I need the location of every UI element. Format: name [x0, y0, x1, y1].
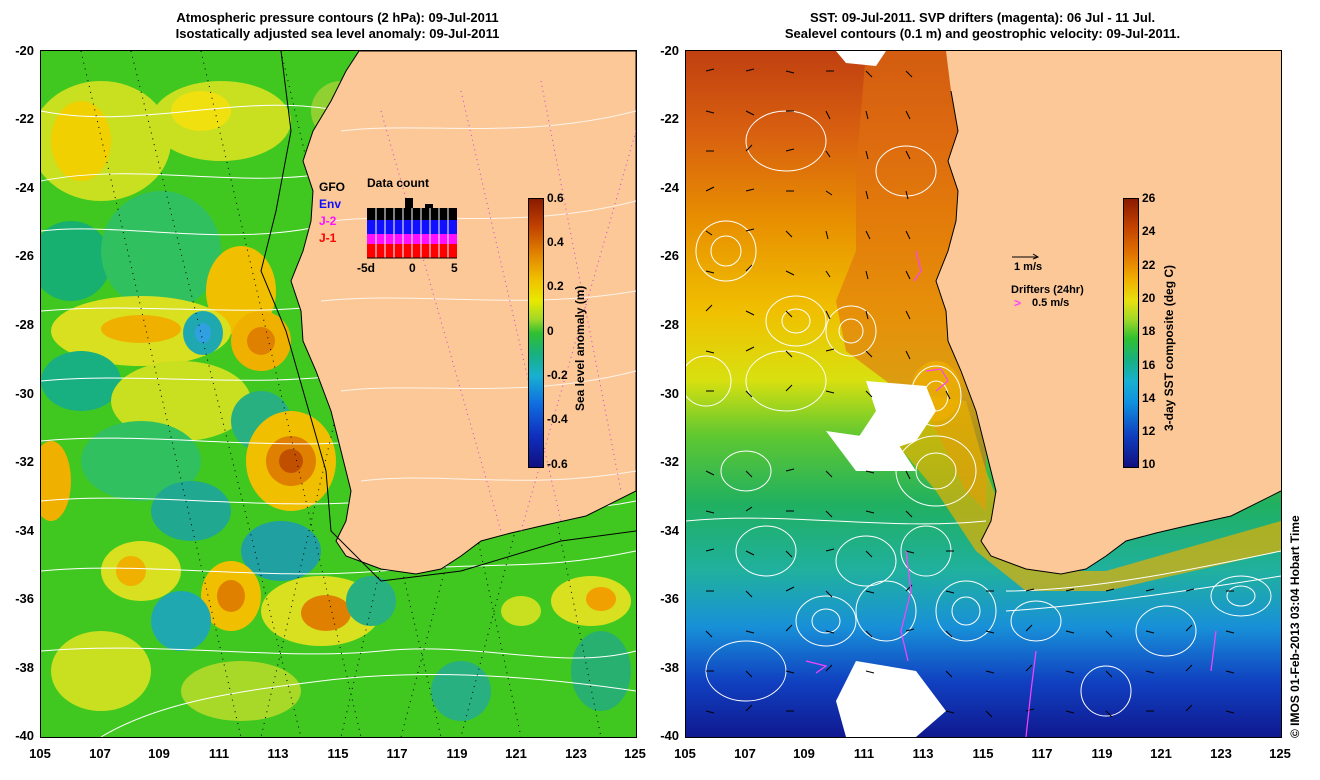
sst-colorbar-label-6: 14: [1142, 391, 1156, 405]
cloud-gaps: [826, 51, 1281, 737]
right-x-tick-2: 109: [793, 746, 815, 761]
sea-level-anomaly-map[interactable]: Data count GFO Env J-2 J-1 -5d 0 5 0.6 0: [40, 50, 637, 738]
geostrophic-velocity-arrows: [705, 68, 1235, 718]
data-count-xlabel-zero: 0: [409, 261, 416, 275]
data-count-series-j1: J-1: [319, 231, 337, 245]
right-y-tick-9: -38: [660, 660, 679, 675]
left-y-tick-10: -40: [15, 728, 34, 743]
data-count-xlabel-end: 5: [451, 261, 458, 275]
sla-colorbar-title: Sea level anomaly (m): [573, 285, 587, 411]
right-x-tick-4: 113: [912, 746, 934, 761]
drifter-legend-title: Drifters (24hr): [1011, 284, 1084, 296]
sla-colorbar-label-3: 0: [547, 324, 554, 338]
data-count-xlabel-start: -5d: [357, 261, 375, 275]
left-x-tick-9: 123: [565, 746, 587, 761]
data-count-title: Data count: [367, 176, 430, 190]
right-y-tick-1: -22: [660, 111, 679, 126]
left-title-line2: Isostatically adjusted sea level anomaly…: [175, 26, 500, 41]
sst-colorbar-label-3: 20: [1142, 291, 1156, 305]
left-y-tick-8: -36: [15, 591, 34, 606]
right-y-tick-4: -28: [660, 317, 679, 332]
data-count-series-gfo: GFO: [319, 180, 345, 194]
left-x-tick-6: 117: [386, 746, 408, 761]
sla-colorbar: [528, 198, 544, 468]
left-y-tick-5: -30: [15, 386, 34, 401]
right-x-tick-5: 115: [972, 746, 994, 761]
left-y-tick-3: -26: [15, 248, 34, 263]
sst-colorbar-label-7: 12: [1142, 424, 1156, 438]
data-count-series-env: Env: [319, 197, 342, 211]
left-y-tick-4: -28: [15, 317, 34, 332]
sla-colorbar-label-1: 0.4: [547, 235, 564, 249]
australia-landmass-sst: [936, 51, 1281, 574]
drifter-legend-arrow: >: [1014, 296, 1022, 310]
left-y-tick-7: -34: [15, 523, 34, 538]
right-x-tick-6: 117: [1031, 746, 1053, 761]
velocity-legend-arrow: [1012, 253, 1040, 260]
sla-colorbar-label-0: 0.6: [547, 191, 564, 205]
sst-colorbar-label-8: 10: [1142, 457, 1156, 471]
sst-colorbar-label-5: 16: [1142, 358, 1156, 372]
left-y-tick-2: -24: [15, 180, 34, 195]
drifter-legend-value: 0.5 m/s: [1032, 297, 1070, 309]
left-y-tick-1: -22: [15, 111, 34, 126]
sst-colorbar-label-2: 22: [1142, 258, 1156, 272]
sst-colorbar-label-1: 24: [1142, 224, 1156, 238]
sst-colorbar-title: 3-day SST composite (deg C): [1162, 264, 1176, 431]
left-x-tick-3: 111: [208, 746, 230, 761]
sst-map[interactable]: 1 m/s Drifters (24hr) > 0.5 m/s 26 24 22…: [685, 50, 1282, 738]
right-y-tick-7: -34: [660, 523, 679, 538]
data-count-histogram: [367, 198, 457, 259]
land-satellite-tracks: [380, 80, 636, 532]
velocity-legend-label: 1 m/s: [1014, 261, 1043, 273]
left-x-tick-10: 125: [624, 746, 646, 761]
left-y-tick-6: -32: [15, 454, 34, 469]
drifter-tracks: [805, 250, 1217, 737]
right-map-title: SST: 09-Jul-2011. SVP drifters (magenta)…: [685, 10, 1280, 42]
left-y-tick-0: -20: [15, 43, 34, 58]
data-count-series-j2: J-2: [319, 214, 337, 228]
sla-colorbar-label-4: -0.2: [547, 368, 568, 382]
right-x-tick-3: 111: [853, 746, 875, 761]
right-y-tick-6: -32: [660, 454, 679, 469]
right-x-tick-10: 125: [1269, 746, 1291, 761]
shelf-contour: [260, 51, 636, 582]
right-x-tick-0: 105: [674, 746, 696, 761]
right-y-tick-5: -30: [660, 386, 679, 401]
right-x-tick-9: 123: [1210, 746, 1232, 761]
left-x-tick-5: 115: [327, 746, 349, 761]
left-y-tick-9: -38: [15, 660, 34, 675]
sea-level-anomaly-field: [41, 51, 636, 737]
sst-field: [686, 51, 1281, 737]
sla-colorbar-label-5: -0.4: [547, 412, 568, 426]
sst-colorbar-label-0: 26: [1142, 191, 1156, 205]
land-pressure-contours: [320, 110, 636, 482]
left-x-tick-7: 119: [446, 746, 468, 761]
left-x-tick-2: 109: [148, 746, 170, 761]
sla-colorbar-label-6: -0.6: [547, 457, 568, 471]
data-count-inset: Data count GFO Env J-2 J-1 -5d 0 5: [319, 176, 479, 286]
left-x-tick-4: 113: [267, 746, 289, 761]
anomaly-blobs: [41, 81, 631, 721]
imos-credit: © IMOS 01-Feb-2013 03:04 Hobart Time: [1288, 515, 1302, 738]
right-x-tick-1: 107: [734, 746, 756, 761]
sla-colorbar-label-2: 0.2: [547, 279, 564, 293]
left-x-tick-8: 121: [505, 746, 527, 761]
right-x-tick-8: 121: [1150, 746, 1172, 761]
left-map-title: Atmospheric pressure contours (2 hPa): 0…: [40, 10, 635, 42]
sst-colorbar: [1123, 198, 1139, 468]
right-y-tick-8: -36: [660, 591, 679, 606]
left-x-tick-0: 105: [29, 746, 51, 761]
right-y-tick-3: -26: [660, 248, 679, 263]
sst-colorbar-label-4: 18: [1142, 324, 1156, 338]
left-x-tick-1: 107: [89, 746, 111, 761]
right-title-line1: SST: 09-Jul-2011. SVP drifters (magenta)…: [809, 10, 1156, 25]
right-title-line2: Sealevel contours (0.1 m) and geostrophi…: [784, 26, 1181, 41]
left-title-line1: Atmospheric pressure contours (2 hPa): 0…: [176, 10, 499, 25]
coastline: [935, 90, 1281, 575]
right-y-tick-2: -24: [660, 180, 679, 195]
right-y-tick-10: -40: [660, 728, 679, 743]
right-y-tick-0: -20: [660, 43, 679, 58]
right-x-tick-7: 119: [1091, 746, 1113, 761]
